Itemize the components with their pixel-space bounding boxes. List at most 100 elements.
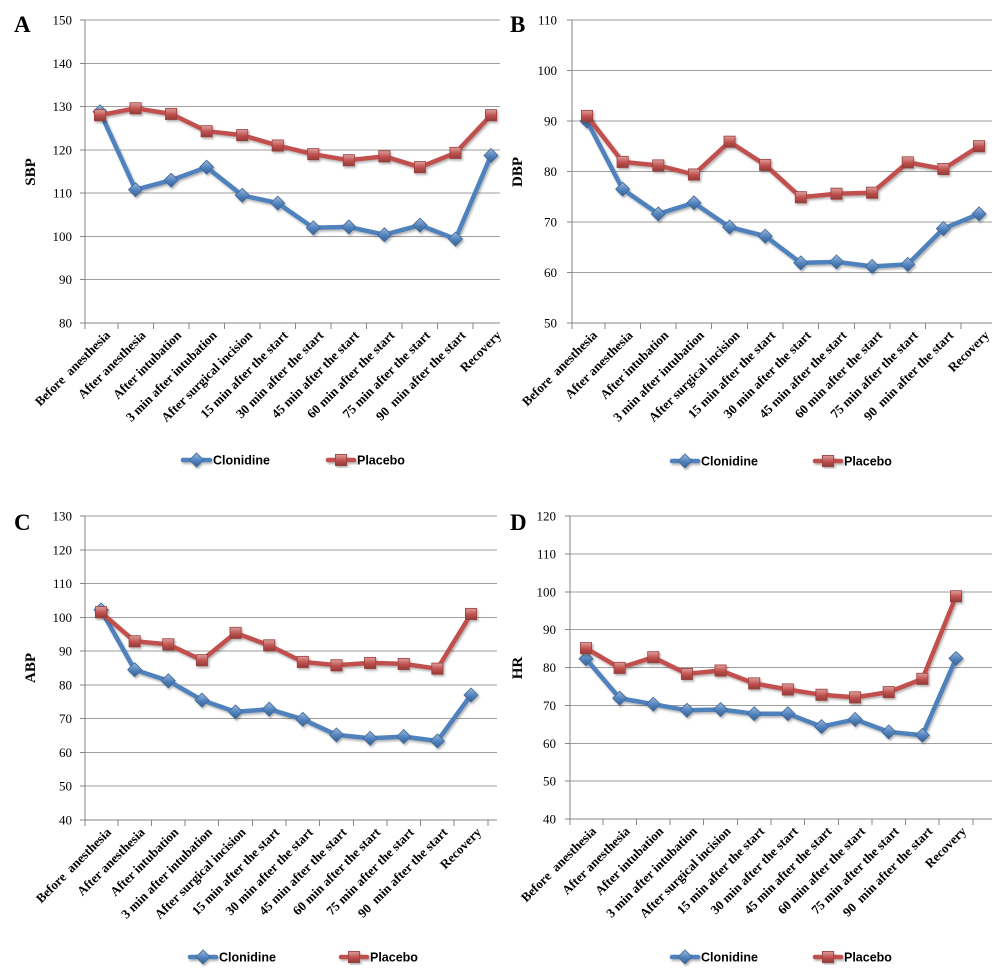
clonidine-point bbox=[127, 182, 144, 198]
placebo-point bbox=[307, 148, 320, 161]
y-tick-label: 70 bbox=[59, 711, 72, 726]
y-tick-label: 90 bbox=[59, 272, 72, 287]
clonidine-legend-marker bbox=[677, 453, 693, 469]
placebo-point bbox=[397, 657, 410, 670]
placebo-legend-marker bbox=[822, 454, 835, 467]
placebo-point bbox=[271, 139, 284, 152]
placebo-legend-marker bbox=[822, 951, 835, 964]
placebo-point bbox=[794, 191, 807, 204]
y-tick-label: 110 bbox=[53, 186, 72, 201]
y-tick-label: 110 bbox=[538, 13, 557, 28]
placebo-point bbox=[680, 667, 693, 680]
placebo-point bbox=[413, 161, 426, 174]
placebo-point bbox=[652, 159, 665, 172]
placebo-point bbox=[129, 102, 142, 115]
placebo-point bbox=[616, 155, 629, 168]
clonidine-point bbox=[757, 228, 773, 244]
y-tick-label: 60 bbox=[59, 745, 72, 760]
clonidine-legend-swatch bbox=[187, 949, 219, 965]
clonidine-point bbox=[746, 706, 762, 722]
placebo-point bbox=[296, 655, 309, 668]
clonidine-point bbox=[864, 258, 880, 275]
legend-label: Placebo bbox=[844, 951, 892, 965]
y-tick-label: 120 bbox=[53, 542, 73, 557]
clonidine-point bbox=[686, 195, 702, 211]
placebo-point bbox=[849, 691, 862, 704]
placebo-point bbox=[781, 683, 794, 696]
legend-label: Placebo bbox=[370, 951, 418, 965]
y-tick-label: 110 bbox=[53, 576, 72, 591]
clonidine-point bbox=[793, 255, 809, 271]
y-tick-label: 50 bbox=[543, 774, 556, 789]
clonidine-point bbox=[612, 690, 628, 706]
y-tick-label: 120 bbox=[53, 142, 73, 157]
y-tick-label: 100 bbox=[53, 610, 73, 625]
clonidine-legend-marker bbox=[195, 949, 211, 965]
placebo-point bbox=[200, 125, 213, 138]
placebo-point bbox=[815, 688, 828, 701]
clonidine-point bbox=[261, 701, 277, 717]
legend-label: Clonidine bbox=[213, 454, 270, 468]
placebo-point bbox=[581, 109, 594, 122]
clonidine-point bbox=[295, 711, 311, 727]
y-tick-label: 80 bbox=[59, 677, 72, 692]
clonidine-point bbox=[160, 673, 176, 689]
clonidine-point bbox=[914, 727, 930, 743]
placebo-point bbox=[342, 154, 355, 167]
y-tick-label: 140 bbox=[53, 56, 73, 71]
y-tick-label: 150 bbox=[53, 13, 73, 28]
clonidine-series bbox=[579, 113, 987, 275]
placebo-point bbox=[973, 140, 986, 153]
placebo-point bbox=[714, 664, 727, 677]
y-tick-label: 80 bbox=[544, 164, 557, 179]
legend-label: Clonidine bbox=[701, 951, 758, 965]
placebo-point bbox=[128, 635, 141, 648]
placebo-point bbox=[431, 662, 444, 675]
clonidine-legend-swatch bbox=[669, 453, 701, 469]
placebo-series bbox=[581, 109, 986, 204]
placebo-point bbox=[830, 187, 843, 200]
clonidine-legend-marker bbox=[188, 452, 205, 468]
placebo-point bbox=[236, 129, 249, 142]
clonidine-series bbox=[578, 650, 964, 743]
clonidine-point bbox=[328, 727, 345, 743]
placebo-point bbox=[748, 677, 761, 690]
y-tick-label: 80 bbox=[543, 660, 556, 675]
legend-item: Placebo bbox=[812, 454, 892, 469]
clonidine-point bbox=[463, 687, 479, 703]
placebo-point bbox=[330, 659, 343, 672]
clonidine-point bbox=[615, 181, 631, 197]
y-tick-label: 70 bbox=[544, 215, 557, 230]
panel-label: B bbox=[510, 12, 525, 37]
placebo-point bbox=[165, 107, 178, 120]
clonidine-point bbox=[578, 651, 594, 667]
placebo-series bbox=[95, 606, 477, 675]
placebo-point bbox=[613, 661, 626, 674]
y-axis-title: DBP bbox=[510, 157, 526, 187]
y-tick-label: 90 bbox=[544, 114, 557, 129]
clonidine-point bbox=[127, 662, 143, 678]
clonidine-point bbox=[305, 220, 321, 236]
y-tick-label: 120 bbox=[537, 509, 557, 524]
legend-item: Placebo bbox=[338, 951, 418, 965]
legend-label: Placebo bbox=[357, 454, 405, 468]
clonidine-point bbox=[412, 217, 428, 233]
y-tick-label: 100 bbox=[538, 63, 558, 78]
placebo-point bbox=[937, 162, 950, 175]
y-tick-label: 90 bbox=[543, 622, 556, 637]
placebo-legend-swatch bbox=[338, 951, 370, 964]
placebo-point bbox=[95, 606, 108, 619]
y-tick-label: 70 bbox=[543, 698, 556, 713]
clonidine-point bbox=[199, 159, 215, 175]
placebo-point bbox=[901, 156, 914, 169]
y-tick-label: 40 bbox=[543, 812, 556, 827]
y-tick-label: 60 bbox=[544, 265, 557, 280]
legend-label: Clonidine bbox=[219, 951, 276, 965]
clonidine-point bbox=[645, 696, 661, 712]
clonidine-series bbox=[92, 104, 499, 247]
clonidine-point bbox=[650, 206, 666, 222]
placebo-point bbox=[364, 656, 377, 669]
placebo-series bbox=[580, 590, 963, 704]
clonidine-point bbox=[847, 711, 863, 727]
